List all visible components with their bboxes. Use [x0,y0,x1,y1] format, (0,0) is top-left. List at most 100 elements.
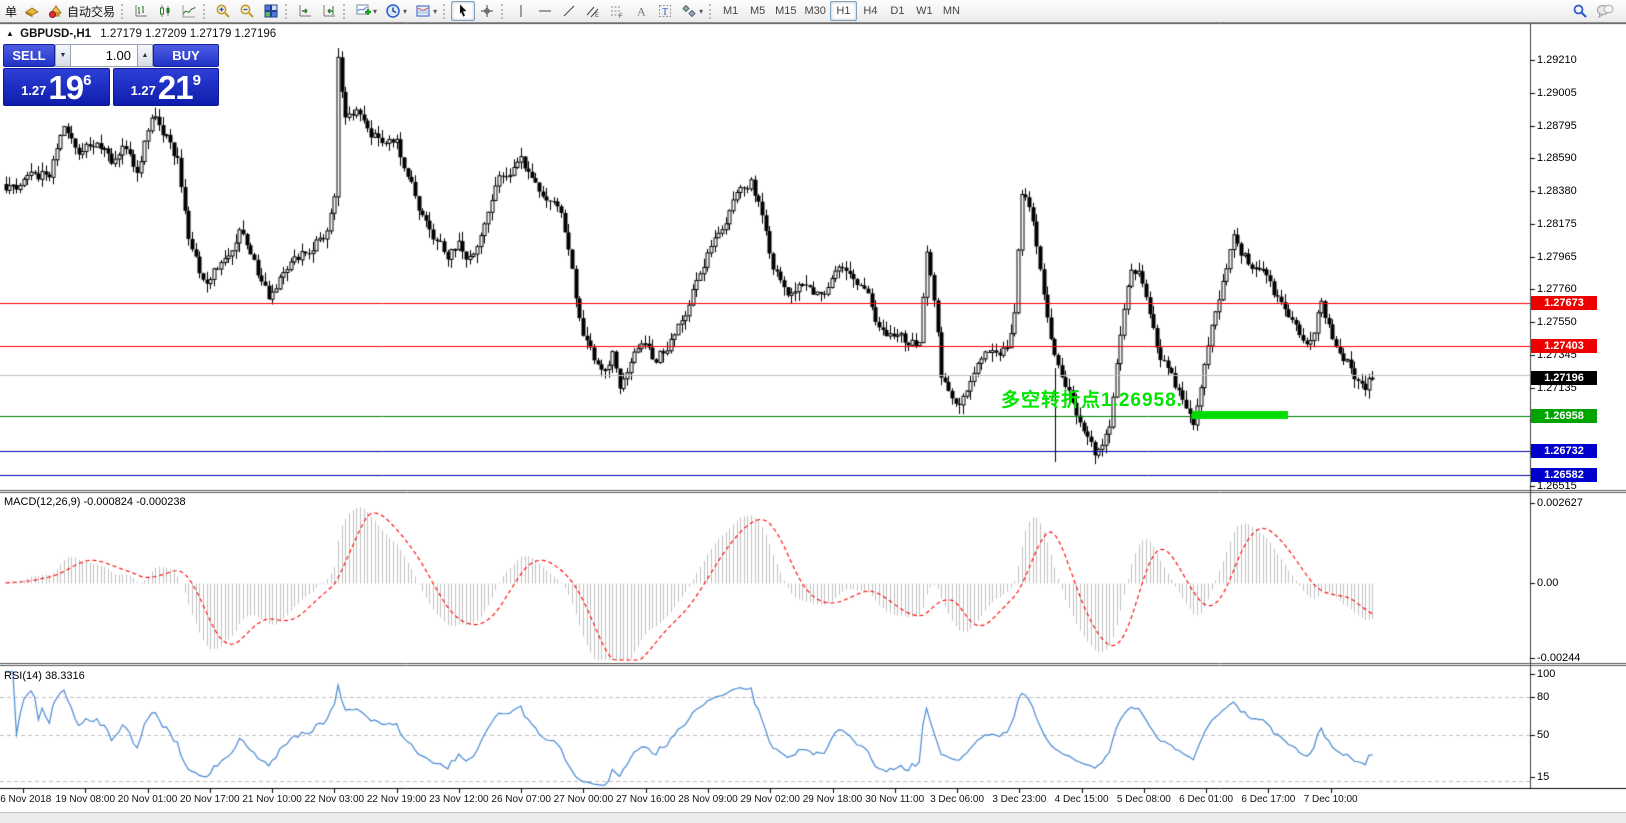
arrows-button[interactable]: ▾ [677,1,707,21]
search-button[interactable] [1568,1,1592,21]
buy-price-prefix: 1.27 [130,83,156,98]
chart-shift-icon [321,3,337,19]
auto-trading-button[interactable]: 自动交易 [44,1,119,21]
cursor-button[interactable] [451,1,476,21]
periods-button[interactable]: ▾ [381,1,411,21]
time-label: 4 Dec 15:00 [1054,794,1109,805]
arrows-dropdown-caret[interactable]: ▾ [699,6,704,16]
time-label: 3 Dec 06:00 [930,794,985,805]
price-badge-1.27196: 1.27196 [1531,371,1597,386]
horizontal-line-button[interactable] [533,1,557,21]
svg-text:T: T [662,7,668,18]
macd-axis-label: -0.00244 [1537,652,1581,664]
time-label: 19 Nov 08:00 [55,794,116,805]
time-label: 3 Dec 23:00 [992,794,1047,805]
price-tick-label: 1.28175 [1537,217,1577,230]
price-badge-1.26732: 1.26732 [1531,444,1597,459]
templates-button[interactable]: ▾ [411,1,441,21]
fibonacci-button[interactable]: F [605,1,629,21]
one-click-trading-panel: SELL ▼ 1.00 ▲ BUY 1.27 19 6 1.27 21 9 [3,44,219,106]
zoom-out-button[interactable] [235,1,259,21]
price-badge-1.27673: 1.27673 [1531,295,1597,310]
svg-text:F: F [619,14,623,19]
time-label: 22 Nov 03:00 [304,794,365,805]
macd-axis-label: 0.002627 [1537,497,1583,509]
timeframe-m15[interactable]: M15 [775,5,797,17]
buy-price-display[interactable]: 1.27 21 9 [112,68,219,106]
equidistant-channel-icon: E [585,3,601,19]
new-order-icon [24,3,40,19]
buy-price-pip: 9 [192,72,201,89]
price-tick-label: 1.29005 [1537,86,1577,99]
symbol-period-label: GBPUSD-,H1 [20,28,92,40]
timeframe-h1[interactable]: H1 [829,1,857,21]
timeframe-d1[interactable]: D1 [890,5,905,17]
equidistant-channel-button[interactable]: E [581,1,605,21]
time-label: 16 Nov 2018 [0,794,52,805]
zoom-in-button[interactable] [211,1,235,21]
timeframe-mn[interactable]: MN [942,5,960,17]
timeframe-h4[interactable]: H4 [863,5,878,17]
chat-icon [1596,3,1614,19]
price-badge-1.26958: 1.26958 [1531,408,1597,423]
price-badge-1.27403: 1.27403 [1531,338,1597,353]
time-label: 20 Nov 01:00 [117,794,178,805]
time-label: 29 Nov 02:00 [740,794,800,805]
volume-input[interactable]: 1.00 [71,44,137,67]
candlestick-chart-button[interactable] [153,1,177,21]
auto-scroll-button[interactable] [293,1,317,21]
bar-chart-icon [133,3,149,19]
sell-price-display[interactable]: 1.27 19 6 [3,68,110,106]
vertical-line-button[interactable] [509,1,533,21]
price-tick-label: 1.28380 [1537,185,1577,198]
time-label: 28 Nov 09:00 [678,794,738,805]
templates-dropdown-caret[interactable]: ▾ [433,6,438,16]
toolbar-grip [709,3,713,19]
buy-button[interactable]: BUY [153,44,219,67]
timeframe-m30[interactable]: M30 [804,5,826,17]
toolbar-grip [203,3,207,19]
sell-button[interactable]: SELL [3,44,55,67]
toolbar-grip [443,3,447,19]
sell-price-pip: 6 [83,72,92,89]
indicators-button[interactable]: ▾ [351,1,381,21]
horizontal-line-icon [537,3,553,19]
order-label: 单 [5,4,18,19]
time-label: 22 Nov 19:00 [366,794,427,805]
timeframe-w1[interactable]: W1 [916,5,933,17]
price-tick-label: 1.27965 [1537,250,1577,263]
zoom-in-icon [215,3,231,19]
auto-trading-icon [48,3,64,19]
tile-windows-button[interactable] [259,1,283,21]
trendline-button[interactable] [557,1,581,21]
chart-shift-button[interactable] [317,1,341,21]
collapse-triangle-icon[interactable]: ▲ [6,29,14,38]
time-label: 21 Nov 10:00 [242,794,302,805]
tile-windows-icon [263,3,279,19]
crosshair-button[interactable] [475,1,499,21]
periods-dropdown-caret[interactable]: ▾ [403,6,408,16]
svg-text:E: E [595,13,599,19]
text-label-icon: T [657,3,673,19]
indicators-icon [355,3,372,19]
chat-button[interactable] [1592,1,1618,21]
timeframe-m5[interactable]: M5 [749,5,766,17]
time-label: 23 Nov 12:00 [429,794,489,805]
bar-chart-button[interactable] [129,1,153,21]
timeframe-m1[interactable]: M1 [722,5,739,17]
candlestick-chart-icon [157,3,173,19]
line-chart-button[interactable] [177,1,201,21]
buy-price-main: 21 [157,69,194,106]
indicators-dropdown-caret[interactable]: ▾ [373,6,378,16]
new-order-button[interactable] [20,1,44,21]
text-button[interactable]: A [629,1,653,21]
macd-axis-label: 0.00 [1537,577,1559,589]
toolbar-grip [285,3,289,19]
volume-decrease-button[interactable]: ▼ [55,44,71,67]
chart-title: ▲ GBPUSD-,H1 1.27179 1.27209 1.27179 1.2… [6,28,276,40]
volume-increase-button[interactable]: ▲ [137,44,153,67]
time-label: 20 Nov 17:00 [180,794,240,805]
text-label-button[interactable]: T [653,1,677,21]
